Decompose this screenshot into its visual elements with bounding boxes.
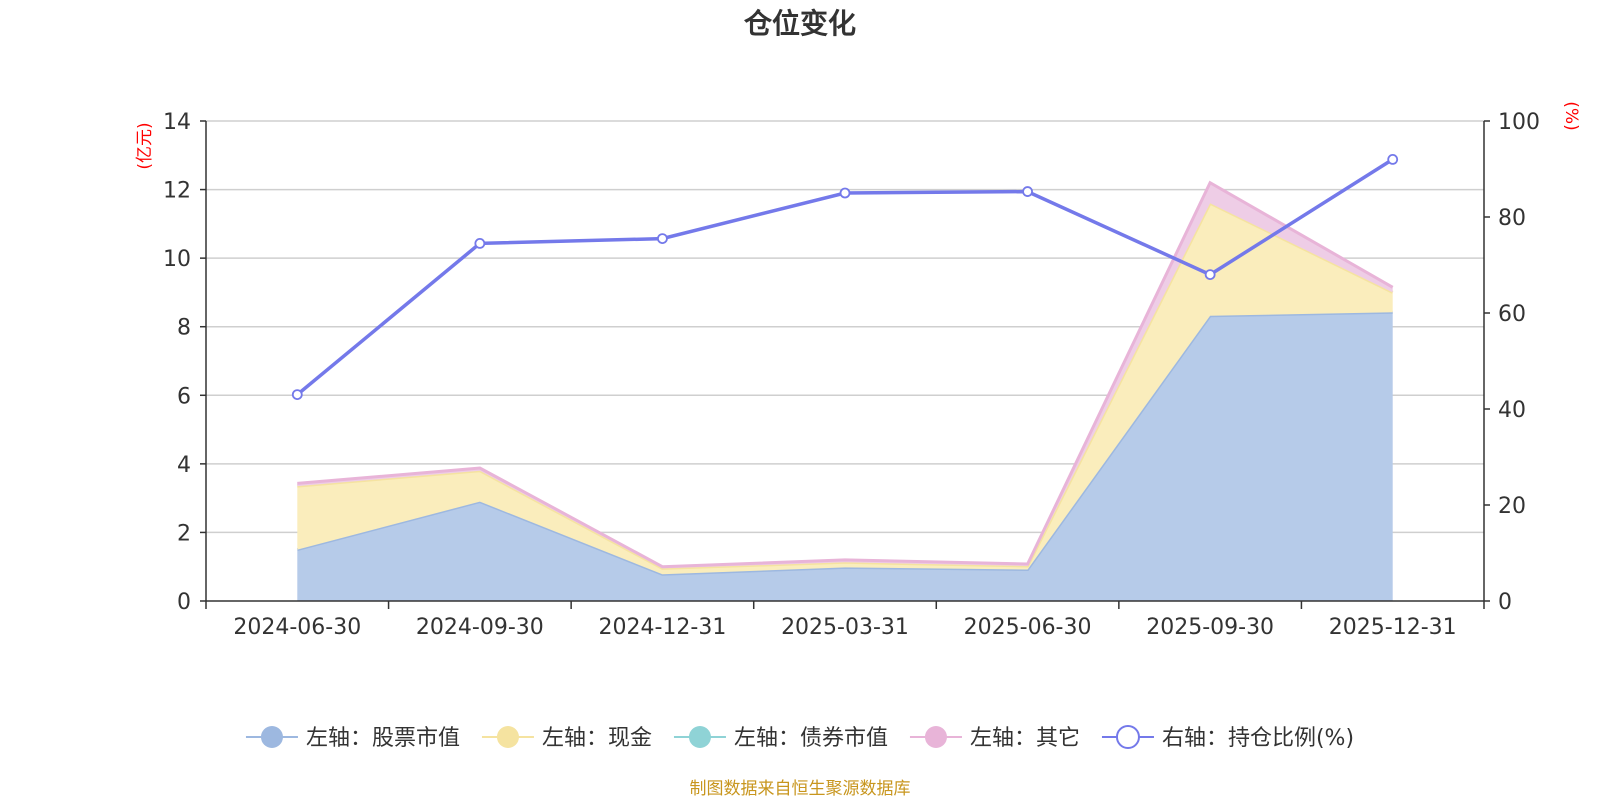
area-左轴：股票市值 xyxy=(297,312,1393,601)
ratio-point xyxy=(839,187,851,199)
left-axis-tick-label: 6 xyxy=(177,384,191,409)
left-axis-tick-label: 2 xyxy=(177,521,191,546)
x-axis-tick-label: 2025-09-30 xyxy=(1146,615,1274,640)
left-axis-tick-label: 4 xyxy=(177,453,191,478)
legend-marker xyxy=(1115,725,1140,749)
legend: 左轴：股票市值 左轴：现金 左轴：债券市值 左轴：其它 右轴：持仓比例(%) xyxy=(245,725,1354,751)
legend-label: 左轴：其它 xyxy=(970,726,1080,751)
right-axis-tick-label: 80 xyxy=(1498,206,1526,231)
right-axis-tick-label: 40 xyxy=(1498,398,1526,423)
left-axis-tick-label: 12 xyxy=(163,179,191,204)
legend-label: 左轴：股票市值 xyxy=(306,726,460,751)
legend-marker xyxy=(688,726,711,748)
right-axis-tick-label: 20 xyxy=(1498,494,1526,519)
x-axis-tick-label: 2025-12-31 xyxy=(1329,615,1457,640)
legend-item: 左轴：股票市值 xyxy=(245,726,460,751)
ratio-point xyxy=(1022,186,1033,197)
area-edge-左轴：其它 xyxy=(297,180,1394,569)
right-axis-tick-label: 0 xyxy=(1498,590,1512,615)
legend-label: 右轴：持仓比例(%) xyxy=(1162,726,1354,751)
legend-item: 左轴：现金 xyxy=(481,726,652,751)
left-axis-tick-label: 10 xyxy=(163,247,191,272)
x-axis-tick-label: 2024-12-31 xyxy=(598,615,726,640)
legend-label: 左轴：债券市值 xyxy=(734,726,888,751)
left-axis-tick-label: 14 xyxy=(163,110,191,135)
x-axis-tick-label: 2025-03-31 xyxy=(781,615,909,640)
right-axis-tick-label: 100 xyxy=(1498,110,1540,135)
chart-title: 仓位变化 xyxy=(744,7,856,40)
position-ratio-line xyxy=(291,153,1399,401)
ratio-point xyxy=(1204,269,1216,281)
ratio-point xyxy=(1387,153,1399,165)
data-source-note: 制图数据来自恒生聚源数据库 xyxy=(690,779,911,799)
legend-marker xyxy=(924,726,947,748)
ratio-point xyxy=(474,237,486,249)
left-axis-tick-label: 0 xyxy=(177,590,191,615)
x-axis-tick-label: 2025-06-30 xyxy=(964,615,1092,640)
legend-item: 左轴：其它 xyxy=(909,726,1080,751)
right-axis-tick-label: 60 xyxy=(1498,302,1526,327)
legend-item: 左轴：债券市值 xyxy=(673,726,888,751)
legend-label: 左轴：现金 xyxy=(542,726,652,751)
x-axis-tick-label: 2024-06-30 xyxy=(233,615,361,640)
ratio-point xyxy=(657,233,668,245)
right-axis-unit: (%) xyxy=(1561,101,1581,130)
x-axis-tick-label: 2024-09-30 xyxy=(416,615,544,640)
stacked-areas xyxy=(296,180,1394,601)
legend-item: 右轴：持仓比例(%) xyxy=(1101,725,1354,751)
left-axis-tick-label: 8 xyxy=(177,316,191,341)
legend-marker xyxy=(260,726,283,748)
ratio-point xyxy=(291,389,303,401)
legend-marker xyxy=(496,726,519,748)
axes: 0 2 4 6 8 10 12 14 0 20 40 60 80 100 2024-06-30 2024-09… xyxy=(163,110,1540,640)
left-axis-unit: (亿元) xyxy=(135,122,155,169)
